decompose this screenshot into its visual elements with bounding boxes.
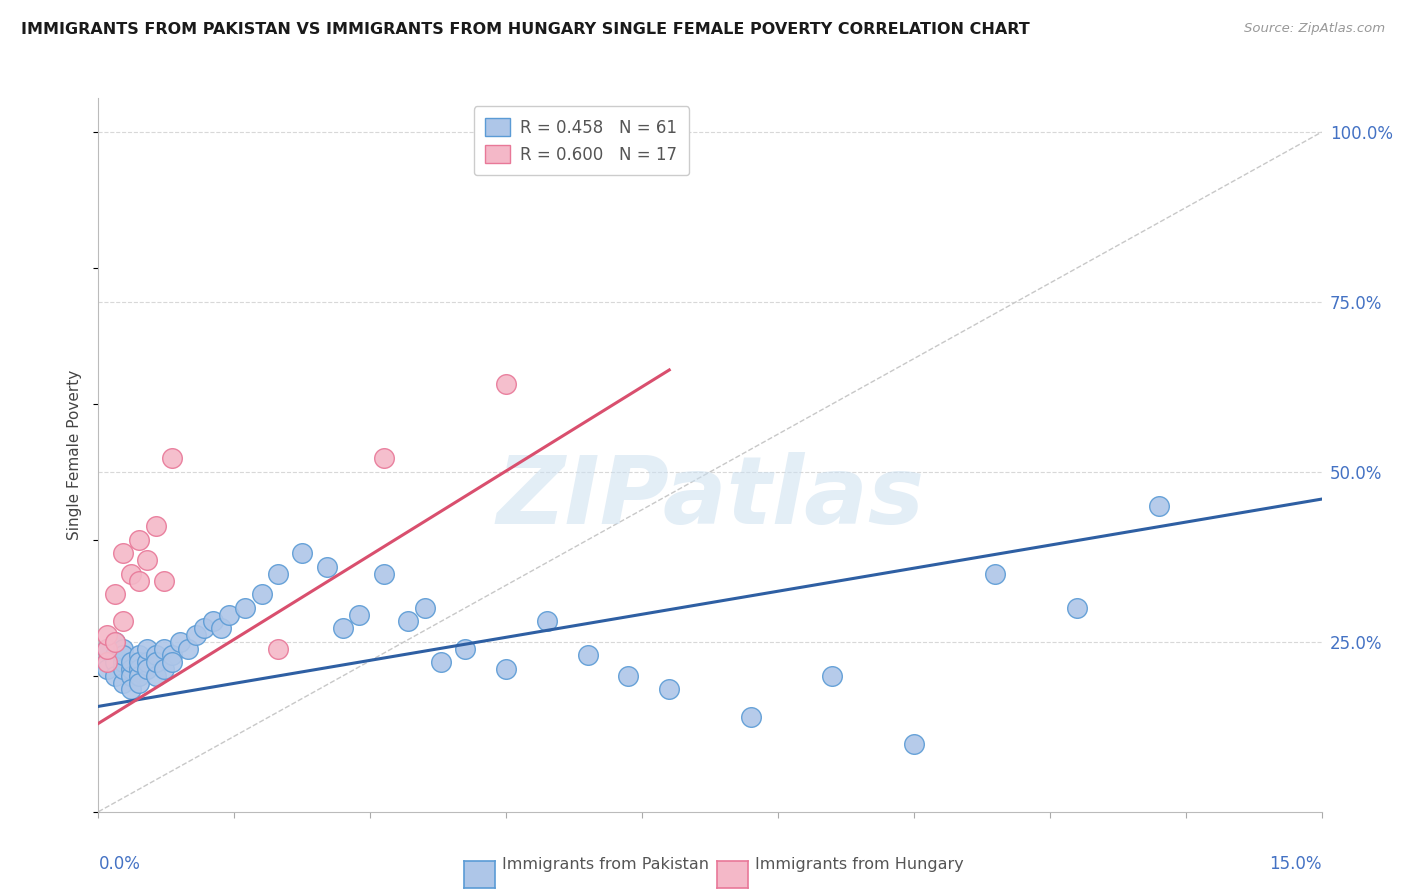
Point (96, 655, 118, 669)
Point (658, 682, 681, 697)
Text: Immigrants from Hungary: Immigrants from Hungary (755, 857, 963, 872)
Point (152, 641, 174, 656)
Point (96, 655, 118, 669)
Point (186, 628, 208, 642)
Point (96, 628, 118, 642)
Point (413, 600, 436, 615)
Point (233, 600, 256, 615)
Point (136, 553, 159, 567)
Point (1066, 600, 1088, 615)
Point (104, 587, 127, 601)
Point (120, 669, 142, 683)
Point (617, 669, 640, 683)
Point (128, 675, 150, 690)
Point (111, 675, 134, 690)
Point (120, 662, 142, 676)
Point (267, 566, 290, 581)
Point (145, 648, 167, 663)
Point (104, 669, 127, 683)
Point (576, 648, 599, 663)
Point (349, 607, 371, 622)
Point (111, 662, 134, 676)
Point (96, 662, 118, 676)
Point (160, 655, 183, 669)
Point (291, 546, 314, 560)
Point (120, 682, 142, 697)
Text: ZIPatlas: ZIPatlas (496, 451, 924, 544)
Point (111, 648, 134, 663)
Point (332, 621, 354, 635)
Point (177, 641, 200, 656)
Point (373, 451, 395, 466)
Point (120, 566, 142, 581)
Point (152, 574, 174, 588)
Point (209, 621, 232, 635)
Point (145, 519, 167, 533)
Point (218, 607, 240, 622)
Point (136, 655, 159, 669)
Point (903, 737, 925, 751)
Point (821, 669, 844, 683)
Point (201, 615, 224, 629)
Point (145, 655, 167, 669)
Point (96, 641, 118, 656)
Point (145, 669, 167, 683)
Point (128, 669, 150, 683)
Text: Source: ZipAtlas.com: Source: ZipAtlas.com (1244, 22, 1385, 36)
Point (495, 662, 517, 676)
Point (315, 560, 337, 574)
Point (111, 546, 134, 560)
Point (454, 641, 477, 656)
Legend: R = 0.458   N = 61, R = 0.600   N = 17: R = 0.458 N = 61, R = 0.600 N = 17 (474, 106, 689, 176)
Point (373, 566, 395, 581)
Text: IMMIGRANTS FROM PAKISTAN VS IMMIGRANTS FROM HUNGARY SINGLE FEMALE POVERTY CORREL: IMMIGRANTS FROM PAKISTAN VS IMMIGRANTS F… (21, 22, 1029, 37)
Point (128, 648, 150, 663)
Point (740, 709, 762, 723)
Point (128, 655, 150, 669)
Point (396, 615, 419, 629)
Point (128, 533, 150, 547)
Point (169, 635, 191, 649)
Y-axis label: Single Female Poverty: Single Female Poverty (67, 370, 83, 540)
Point (128, 662, 150, 676)
Text: Immigrants from Pakistan: Immigrants from Pakistan (502, 857, 709, 872)
Point (495, 376, 517, 391)
Point (104, 635, 127, 649)
Point (120, 655, 142, 669)
Point (128, 574, 150, 588)
Text: 0.0%: 0.0% (98, 855, 141, 872)
Point (111, 641, 134, 656)
Point (984, 566, 1007, 581)
Point (193, 621, 215, 635)
Point (104, 655, 127, 669)
Point (536, 615, 558, 629)
Point (111, 655, 134, 669)
Text: 15.0%: 15.0% (1270, 855, 1322, 872)
Point (96, 641, 118, 656)
Point (430, 655, 453, 669)
Point (250, 587, 273, 601)
Point (104, 635, 127, 649)
Point (104, 648, 127, 663)
Point (160, 451, 183, 466)
Point (152, 662, 174, 676)
Point (136, 662, 159, 676)
Point (111, 615, 134, 629)
Point (1147, 499, 1170, 513)
Point (267, 641, 290, 656)
Point (136, 641, 159, 656)
Point (160, 648, 183, 663)
